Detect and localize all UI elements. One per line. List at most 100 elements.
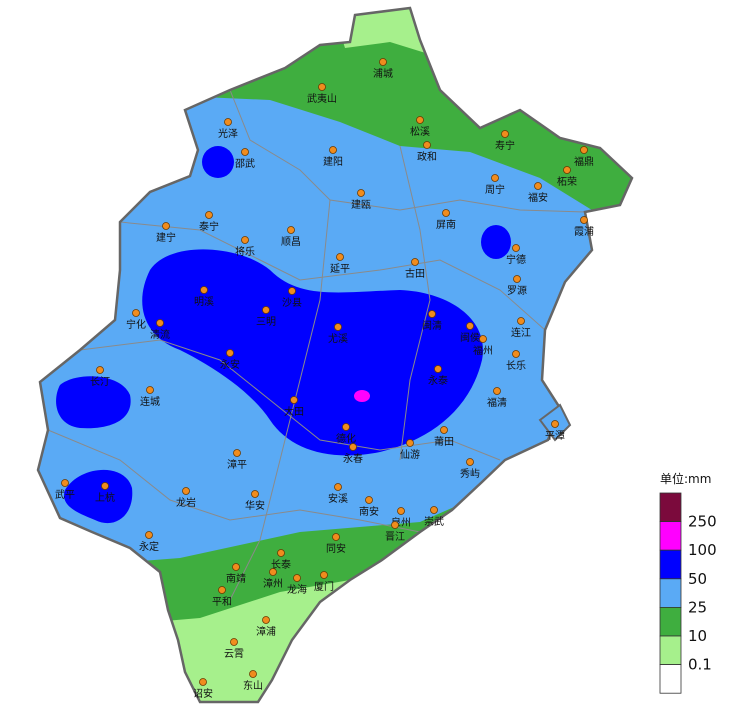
- city-dot: [182, 487, 190, 495]
- city-label: 霞浦: [574, 225, 594, 238]
- city-label: 漳州: [263, 577, 283, 590]
- city-label: 华安: [245, 499, 265, 512]
- city-dot: [411, 258, 419, 266]
- city-label: 尤溪: [328, 332, 348, 345]
- city-label: 顺昌: [281, 236, 301, 248]
- city-dot: [241, 148, 249, 156]
- city-dot: [479, 335, 487, 343]
- city-dot: [199, 678, 207, 686]
- city-dot: [96, 366, 104, 374]
- city-dot: [357, 189, 365, 197]
- city-label: 东山: [243, 679, 263, 692]
- city-label: 宁化: [126, 318, 146, 331]
- city-dot: [101, 482, 109, 490]
- city-label: 寿宁: [495, 139, 515, 152]
- city-dot: [249, 670, 257, 678]
- city-label: 福州: [473, 344, 493, 357]
- legend-swatch: [659, 635, 682, 666]
- province-border: [36, 6, 634, 704]
- city-dot: [513, 275, 521, 283]
- legend-label: 0.1: [688, 656, 712, 674]
- city-dot: [230, 638, 238, 646]
- city-dot: [293, 574, 301, 582]
- city-dot: [423, 141, 431, 149]
- city-label: 福鼎: [574, 155, 594, 168]
- city-label: 长汀: [90, 376, 110, 388]
- city-label: 德化: [336, 432, 356, 445]
- city-label: 仙游: [400, 448, 420, 461]
- city-label: 福安: [528, 191, 548, 204]
- legend-swatch: [659, 521, 682, 551]
- city-label: 屏南: [436, 218, 456, 231]
- city-label: 龙岩: [176, 496, 196, 509]
- city-dot: [512, 244, 520, 252]
- city-dot: [241, 236, 249, 244]
- city-dot: [288, 287, 296, 295]
- city-dot: [580, 146, 588, 154]
- city-label: 安溪: [328, 492, 348, 505]
- city-label: 政和: [417, 150, 437, 163]
- city-label: 连城: [140, 395, 160, 408]
- city-dot: [430, 506, 438, 514]
- city-dot: [262, 306, 270, 314]
- legend-swatch: [659, 578, 682, 608]
- city-dot: [428, 310, 436, 318]
- city-label: 建宁: [156, 231, 176, 244]
- city-label: 古田: [405, 267, 425, 280]
- legend-label: 25: [688, 598, 707, 616]
- city-dot: [290, 396, 298, 404]
- city-dot: [466, 322, 474, 330]
- city-label: 周宁: [485, 183, 505, 196]
- city-label: 永定: [139, 540, 159, 553]
- legend: 250 100 50 25 10 0.1: [659, 492, 717, 694]
- city-label: 南靖: [226, 572, 246, 585]
- city-label: 建瓯: [351, 198, 371, 211]
- city-label: 永春: [343, 452, 363, 465]
- city-dot: [493, 387, 501, 395]
- city-dot: [156, 319, 164, 327]
- city-dot: [397, 507, 405, 515]
- city-dot: [145, 531, 153, 539]
- city-label: 崇武: [424, 515, 444, 528]
- city-label: 长乐: [506, 360, 526, 372]
- city-label: 宁德: [506, 253, 526, 266]
- city-dot: [440, 426, 448, 434]
- city-dot: [491, 174, 499, 182]
- city-label: 云霄: [224, 648, 244, 660]
- city-label: 永安: [220, 358, 240, 371]
- city-dot: [320, 571, 328, 579]
- city-label: 永泰: [428, 374, 448, 387]
- city-label: 大田: [284, 405, 304, 418]
- city-label: 厦门: [314, 580, 334, 593]
- city-dot: [379, 58, 387, 66]
- city-label: 浦城: [373, 67, 393, 80]
- city-dot: [501, 130, 509, 138]
- city-label: 延平: [330, 263, 350, 275]
- city-label: 武夷山: [307, 92, 337, 105]
- city-dot: [580, 216, 588, 224]
- city-dot: [205, 211, 213, 219]
- city-dot: [162, 222, 170, 230]
- city-dot: [416, 116, 424, 124]
- legend-swatch: [659, 607, 682, 637]
- city-dot: [391, 521, 399, 529]
- city-label: 诏安: [193, 687, 213, 700]
- city-label: 光泽: [218, 127, 238, 140]
- city-label: 将乐: [235, 246, 255, 258]
- city-label: 晋江: [385, 531, 405, 543]
- city-label: 平潭: [545, 430, 565, 442]
- city-label: 柘荣: [557, 175, 577, 188]
- legend-label: 100: [688, 541, 717, 559]
- city-label: 连江: [511, 326, 531, 339]
- city-dot: [334, 323, 342, 331]
- city-dot: [287, 226, 295, 234]
- city-label: 闽侯: [460, 331, 480, 344]
- city-dot: [563, 166, 571, 174]
- city-label: 漳浦: [256, 625, 276, 638]
- legend-label: 250: [688, 513, 717, 531]
- city-label: 同安: [326, 542, 346, 555]
- city-label: 漳平: [227, 458, 247, 471]
- city-label: 邵武: [235, 157, 255, 170]
- city-dot: [233, 449, 241, 457]
